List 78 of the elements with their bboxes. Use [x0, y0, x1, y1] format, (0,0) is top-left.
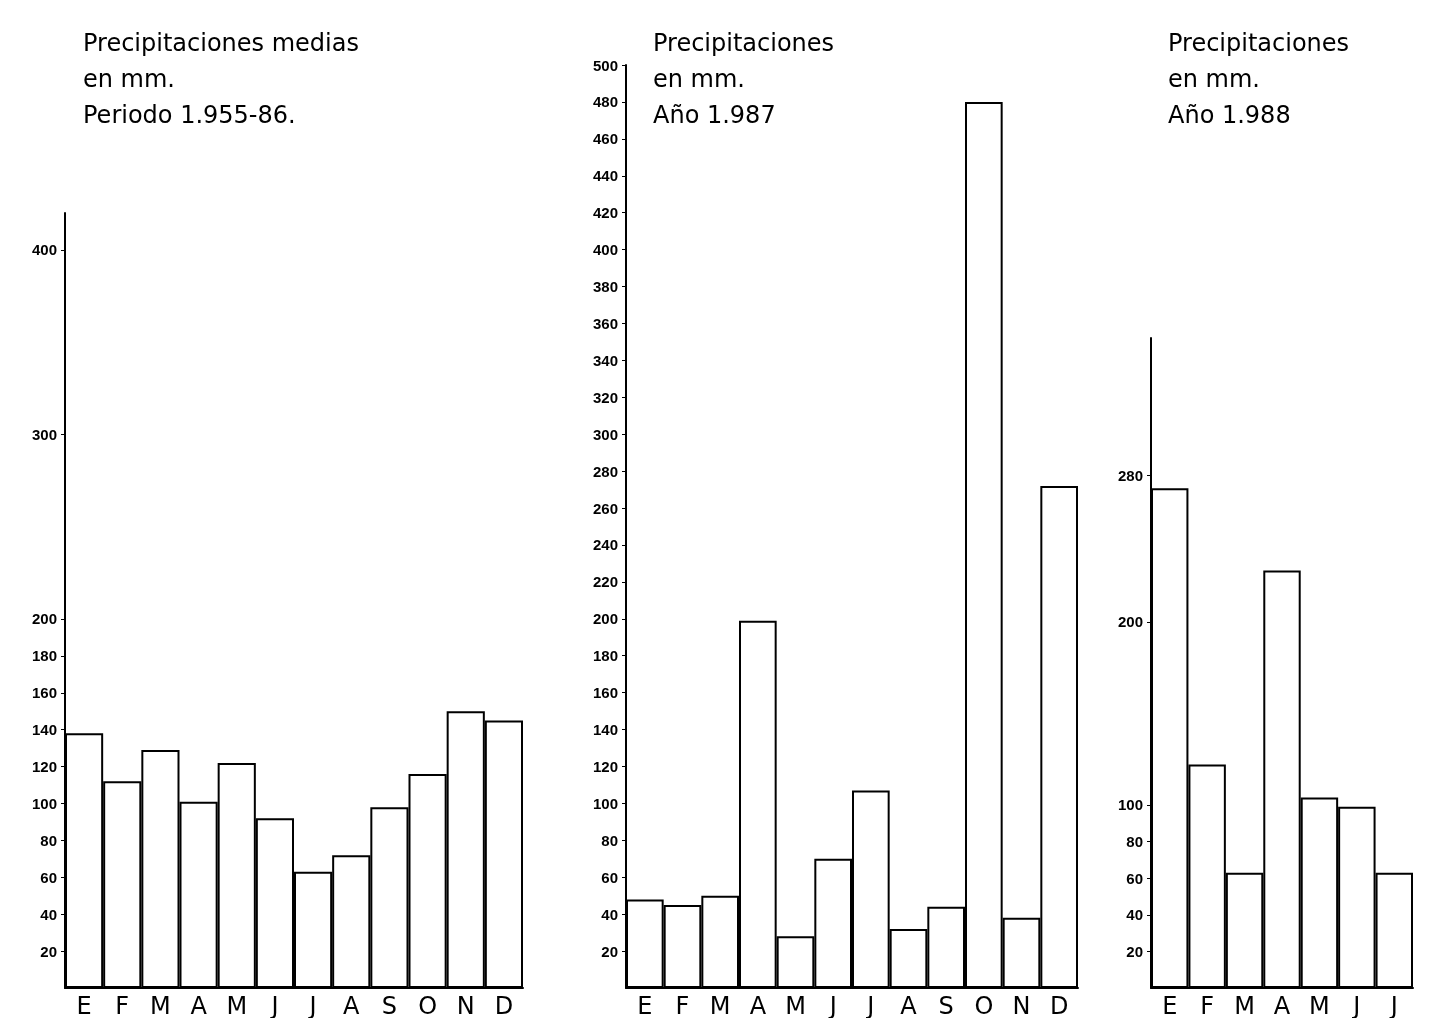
x-tick-label: O — [974, 992, 994, 1020]
y-tick-label: 300 — [31, 425, 57, 443]
chart-title: Precipitaciones medias en mm. Periodo 1.955-86. — [83, 29, 359, 129]
y-tick-label: 120 — [31, 758, 57, 776]
x-tick-label: J — [827, 992, 837, 1020]
y-tick-label: 120 — [592, 757, 618, 775]
x-tick-label: J — [1388, 992, 1398, 1020]
y-tick-label: 340 — [592, 351, 618, 369]
y-tick-label: 400 — [31, 241, 57, 259]
y-tick-label: 100 — [31, 794, 57, 812]
x-tick-label: F — [675, 992, 690, 1020]
x-tick-label: S — [938, 992, 954, 1020]
x-tick-label: M — [226, 992, 248, 1020]
y-tick-label: 20 — [1126, 942, 1143, 960]
y-tick-label: 280 — [1117, 466, 1143, 484]
x-tick-label: S — [381, 992, 398, 1020]
y-tick-label: 40 — [40, 905, 57, 923]
y-tick-label: 220 — [592, 573, 618, 591]
y-tick-label: 60 — [601, 868, 618, 886]
y-tick-label: 100 — [592, 794, 618, 812]
x-tick-label: A — [343, 992, 361, 1020]
x-tick-label: A — [900, 992, 918, 1020]
y-tick-label: 280 — [592, 462, 618, 480]
y-tick-label: 180 — [31, 647, 57, 665]
y-tick-label: 40 — [601, 905, 618, 923]
y-tick-label: 440 — [592, 167, 618, 185]
x-tick-label: M — [1309, 992, 1330, 1020]
y-tick-label: 160 — [31, 684, 57, 702]
y-tick-label: 200 — [592, 610, 618, 628]
chart-title: Precipitaciones en mm. Año 1.987 — [653, 29, 835, 129]
y-tick-label: 180 — [592, 647, 618, 665]
x-tick-label: E — [637, 992, 653, 1020]
x-tick-label: N — [1012, 992, 1031, 1020]
y-tick-label: 240 — [592, 536, 618, 554]
x-tick-label: J — [865, 992, 875, 1020]
y-tick-label: 40 — [1126, 906, 1143, 924]
x-tick-label: M — [709, 992, 731, 1020]
y-tick-label: 300 — [592, 425, 618, 443]
x-tick-label: M — [785, 992, 806, 1020]
x-tick-label: E — [76, 992, 92, 1020]
x-tick-label: D — [494, 992, 514, 1020]
x-tick-label: E — [1162, 992, 1178, 1020]
x-tick-label: A — [1273, 992, 1291, 1020]
y-tick-label: 80 — [601, 831, 618, 849]
x-tick-label: J — [269, 992, 279, 1020]
y-tick-label: 160 — [592, 684, 618, 702]
x-tick-label: A — [749, 992, 767, 1020]
y-tick-label: 100 — [1117, 796, 1143, 814]
x-tick-label: O — [418, 992, 438, 1020]
y-tick-label: 360 — [592, 314, 618, 332]
y-tick-label: 260 — [592, 499, 618, 517]
y-tick-label: 320 — [592, 388, 618, 406]
y-tick-label: 400 — [592, 241, 618, 259]
y-tick-label: 460 — [592, 130, 618, 148]
chart-title: Precipitaciones en mm. Año 1.988 — [1168, 29, 1350, 129]
y-tick-label: 140 — [592, 721, 618, 739]
x-tick-label: N — [456, 992, 475, 1020]
x-tick-label: J — [307, 992, 317, 1020]
y-tick-label: 420 — [592, 204, 618, 222]
y-tick-label: 60 — [1126, 869, 1143, 887]
x-tick-label: J — [1351, 992, 1361, 1020]
y-tick-label: 20 — [601, 942, 618, 960]
y-tick-label: 140 — [31, 721, 57, 739]
y-tick-label: 480 — [592, 93, 618, 111]
y-tick-label: 500 — [592, 56, 618, 74]
y-tick-label: 80 — [1126, 833, 1143, 851]
x-tick-label: M — [1234, 992, 1255, 1020]
x-tick-label: D — [1049, 992, 1069, 1020]
x-tick-label: F — [1200, 992, 1215, 1020]
y-tick-label: 80 — [40, 831, 57, 849]
y-tick-label: 20 — [40, 942, 57, 960]
y-tick-label: 200 — [1117, 613, 1143, 631]
x-tick-label: M — [150, 992, 171, 1020]
x-tick-label: A — [190, 992, 208, 1020]
y-tick-label: 200 — [31, 610, 57, 628]
y-tick-label: 60 — [40, 868, 57, 886]
y-tick-label: 380 — [592, 278, 618, 296]
x-tick-label: F — [115, 992, 130, 1020]
